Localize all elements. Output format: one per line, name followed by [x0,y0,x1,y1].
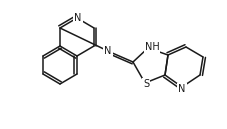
Text: N: N [74,13,81,23]
Text: NH: NH [144,42,159,52]
Text: N: N [178,84,185,94]
Text: N: N [104,46,111,56]
Text: S: S [142,79,148,89]
